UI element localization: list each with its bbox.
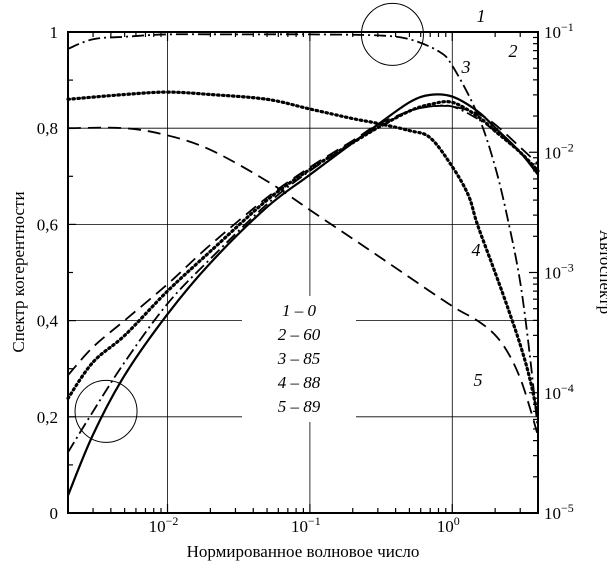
highlight-circle (74, 379, 138, 443)
series-line-right-4 (66, 93, 539, 496)
right-y-tick-label: 10−2 (544, 140, 574, 162)
legend-entry: 4 – 88 (278, 373, 321, 392)
left-y-tick-label: 0,6 (37, 215, 58, 234)
curve-label: 1 (477, 6, 486, 26)
legend-entry: 3 – 85 (277, 349, 321, 368)
curve-label: 2 (509, 41, 518, 61)
series-line-left-3 (67, 126, 539, 437)
legend-entry: 1 – 0 (282, 301, 317, 320)
right-y-axis-title: Автоспектр (596, 230, 607, 314)
legend-entry: 5 – 89 (278, 397, 321, 416)
curve-label: 4 (472, 240, 481, 260)
curve-label: 3 (461, 57, 471, 77)
series-line-left-2 (66, 90, 540, 419)
legend-entry: 2 – 60 (278, 325, 321, 344)
x-tick-label: 100 (437, 514, 460, 536)
right-y-tick-label: 10−3 (544, 261, 574, 283)
data-curves (66, 33, 540, 496)
curve-labels: 1 2 3 4 5 (461, 6, 518, 390)
left-y-tick-label: 0,4 (37, 312, 59, 331)
right-y-tick-label: 10−1 (544, 20, 574, 42)
right-y-tick-label: 10−4 (544, 381, 574, 403)
left-y-axis-title: Спектр когерентности (9, 191, 28, 352)
highlight-circle (360, 2, 424, 66)
series-line-right-7 (67, 104, 539, 376)
tick-labels: 10−2 10−1 100 0 0,2 0,4 0,6 0,8 1 10−5 10−4 10−3 10−… (37, 20, 574, 536)
series-line-left-1 (67, 33, 539, 432)
series-line-right-6 (66, 100, 540, 400)
x-axis-title: Нормированное волновое число (187, 542, 420, 561)
x-tick-label: 10−2 (149, 514, 179, 536)
legend-background (242, 296, 356, 422)
left-y-tick-label: 0,2 (37, 408, 58, 427)
left-y-tick-label: 1 (50, 23, 59, 42)
left-y-tick-label: 0,8 (37, 119, 58, 138)
right-y-tick-label: 10−5 (544, 501, 574, 523)
series-line-right-5 (67, 104, 539, 453)
x-tick-label: 10−1 (291, 514, 321, 536)
highlight-circles (74, 2, 424, 443)
curve-label: 5 (474, 370, 483, 390)
legend: 1 – 0 2 – 60 3 – 85 4 – 88 5 – 89 (277, 301, 321, 416)
left-y-tick-label: 0 (50, 504, 59, 523)
